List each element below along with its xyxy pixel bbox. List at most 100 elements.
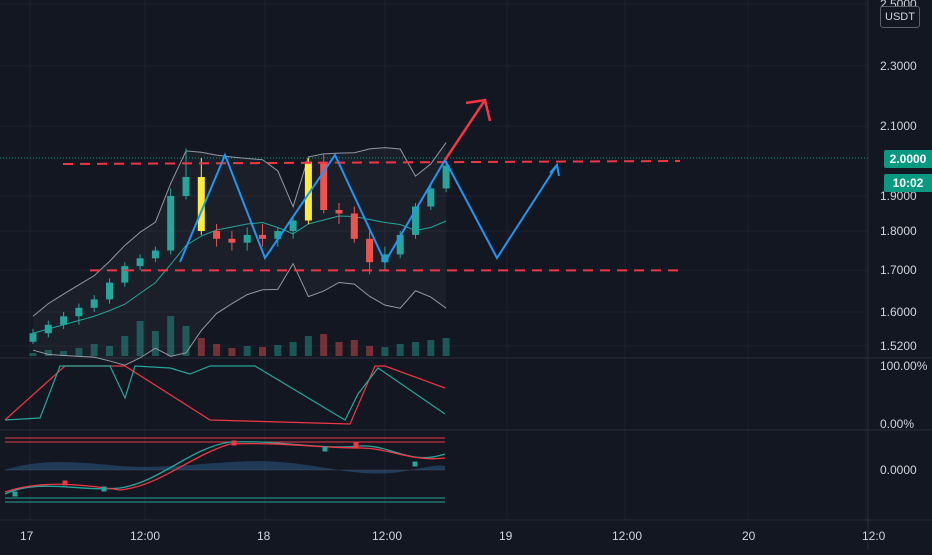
candle-body <box>243 234 251 243</box>
osc2-cross-marker <box>62 480 68 486</box>
resistance-line <box>62 160 681 165</box>
candle-body <box>412 206 419 235</box>
time-tick-label: 17 <box>20 529 34 543</box>
osc1-tick-label: 100.00% <box>880 359 928 373</box>
candle-body <box>259 234 266 239</box>
time-tick-label: 12:00 <box>130 529 160 543</box>
breakout-arrow <box>443 99 487 161</box>
price-unit-label[interactable]: USDT <box>880 6 920 28</box>
band-fill <box>33 142 447 366</box>
osc2-histogram <box>5 461 445 474</box>
candle-body <box>182 177 190 196</box>
candle-body <box>335 210 343 214</box>
time-tick-label: 20 <box>742 529 756 543</box>
candle-body <box>320 161 328 210</box>
candle-body <box>366 238 374 263</box>
time-tick-label: 18 <box>257 529 271 543</box>
breakout-arrowhead <box>465 98 492 122</box>
osc2-cross-marker <box>101 486 107 492</box>
volume-bar <box>90 344 98 356</box>
time-tick-label: 19 <box>499 529 513 543</box>
time-tick-label: 12:00 <box>372 529 402 543</box>
axes: 2.5000 2.3000 2.1000 1.9000 1.8000 1.7000 1.60… <box>20 0 928 543</box>
time-tick-label: 12:0 <box>862 529 886 543</box>
oscillator-2 <box>4 437 446 503</box>
volume-bar <box>381 347 389 356</box>
volume-bar <box>366 346 374 356</box>
price-tick-label: 2.1000 <box>880 119 917 133</box>
oscillator-1 <box>4 365 446 425</box>
price-tick-label: 1.5200 <box>880 339 917 353</box>
volume-bar <box>320 334 328 356</box>
candles <box>29 148 450 344</box>
time-tick-label: 12:00 <box>612 529 642 543</box>
osc1-d-line <box>4 365 446 421</box>
candle-body <box>75 307 83 317</box>
price-tick-label: 1.6000 <box>880 305 917 319</box>
osc2-cross-marker <box>353 442 359 448</box>
drawings[interactable] <box>62 98 681 272</box>
osc1-tick-label: 0.00% <box>880 417 914 431</box>
candle-body <box>90 299 98 308</box>
candle-body <box>44 324 52 334</box>
candle-body <box>442 165 450 189</box>
volume-bar <box>335 342 343 356</box>
osc2-fast-line <box>4 441 446 495</box>
volume-bars <box>29 316 450 356</box>
osc2-cross-marker <box>412 461 418 467</box>
price-tick-label: 1.9000 <box>880 189 917 203</box>
volume-bar <box>167 316 175 356</box>
volume-bar <box>289 342 297 356</box>
volume-bar <box>259 347 266 356</box>
volume-bar <box>106 346 113 356</box>
osc2-cross-marker <box>322 446 328 452</box>
band-middle <box>32 215 447 334</box>
candle-body <box>167 196 175 251</box>
band-upper <box>32 142 447 317</box>
projection-zigzag <box>444 159 558 260</box>
volume-bar <box>243 346 251 356</box>
candle-body <box>106 282 113 300</box>
candle-body <box>304 161 312 221</box>
volume-bar <box>274 345 282 356</box>
countdown-label: 10:02 <box>884 174 932 192</box>
current-price-label: 2.0000 <box>884 150 932 168</box>
volume-bar <box>442 338 450 356</box>
price-tick-label: 2.5000 <box>880 0 917 11</box>
volume-bar <box>304 336 312 356</box>
candle-body <box>274 231 282 239</box>
volume-bar <box>44 350 52 356</box>
candle-body <box>289 220 297 231</box>
candle-body <box>350 213 358 239</box>
candle-body <box>29 333 37 342</box>
volume-bar <box>182 326 190 356</box>
band-lower <box>32 262 447 366</box>
pattern-zigzag <box>179 152 446 265</box>
volume-bar <box>136 321 144 356</box>
volume-bar <box>151 331 159 356</box>
volume-bar <box>412 342 419 356</box>
candle-body <box>213 231 221 239</box>
volume-bar <box>213 344 221 356</box>
volume-bar <box>75 348 83 356</box>
volume-bar <box>121 336 129 356</box>
osc2-tick-label: 0.0000 <box>880 463 917 477</box>
price-tick-label: 1.7000 <box>880 263 917 277</box>
candle-body <box>381 254 389 263</box>
projection-arrowhead <box>549 162 560 177</box>
candle-body <box>396 234 404 255</box>
volume-bar <box>197 338 205 356</box>
candle-body <box>136 258 144 267</box>
volume-bar <box>60 351 68 356</box>
osc2-slow-line <box>4 442 446 493</box>
candle-body <box>228 238 236 243</box>
candle-body <box>151 250 159 259</box>
volume-bar <box>29 353 37 356</box>
osc2-cross-marker <box>12 491 18 497</box>
volume-bar <box>427 340 435 356</box>
candle-body <box>197 177 205 231</box>
